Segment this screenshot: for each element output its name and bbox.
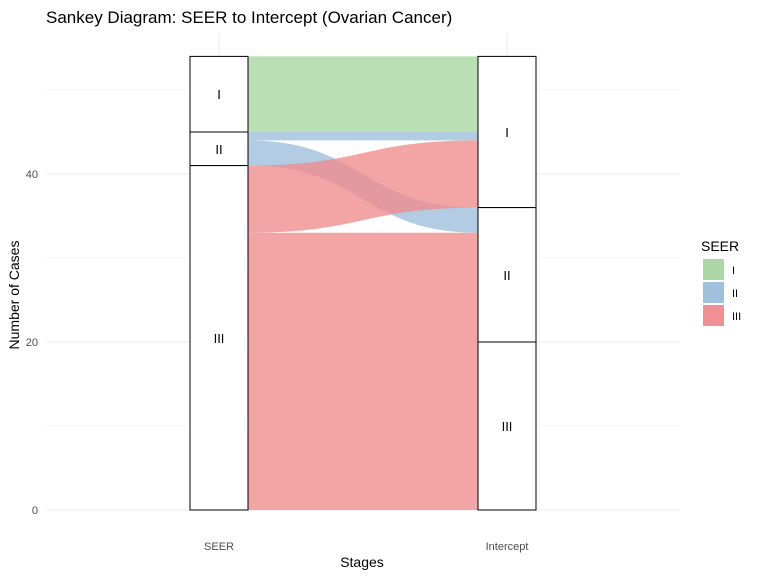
node-intercept-I: [477, 55, 537, 209]
node-intercept-III: [477, 341, 537, 511]
node-seer-III: [189, 165, 249, 511]
flow-ribbon-III-to-II: [248, 232, 478, 342]
x-axis-ticks: SEER Intercept: [204, 541, 528, 553]
flow-ribbon-II-to-I: [248, 132, 478, 141]
y-tick-label: 40: [26, 169, 38, 181]
flow-ribbon-III-to-III: [248, 342, 478, 510]
legend-label: III: [732, 311, 741, 323]
y-axis-ticks: 0 20 40: [26, 169, 38, 517]
legend-title: SEER: [701, 238, 739, 254]
legend-swatch: [703, 305, 724, 326]
x-tick-label: Intercept: [486, 541, 529, 553]
flow-ribbon-III-to-I: [248, 140, 478, 233]
x-axis-title: Stages: [340, 554, 384, 570]
node-label: III: [214, 331, 225, 346]
node-label: I: [505, 125, 509, 140]
legend-swatch: [703, 282, 724, 303]
node-label: I: [217, 87, 221, 102]
node-label: III: [502, 419, 513, 434]
x-tick-label: SEER: [204, 541, 234, 553]
flow-ribbon-I-to-I: [248, 56, 478, 132]
node-seer-I: [189, 55, 249, 133]
node-label: II: [215, 142, 222, 157]
chart-title: Sankey Diagram: SEER to Intercept (Ovari…: [46, 8, 452, 27]
legend-swatch: [703, 259, 724, 280]
node-label: II: [503, 268, 510, 283]
y-axis-title: Number of Cases: [6, 241, 22, 350]
y-tick-label: 0: [32, 505, 38, 517]
y-tick-label: 20: [26, 337, 38, 349]
legend-label: I: [732, 265, 735, 277]
node-seer-II: [189, 131, 249, 167]
legend-label: II: [732, 288, 738, 300]
flows: [248, 56, 478, 510]
